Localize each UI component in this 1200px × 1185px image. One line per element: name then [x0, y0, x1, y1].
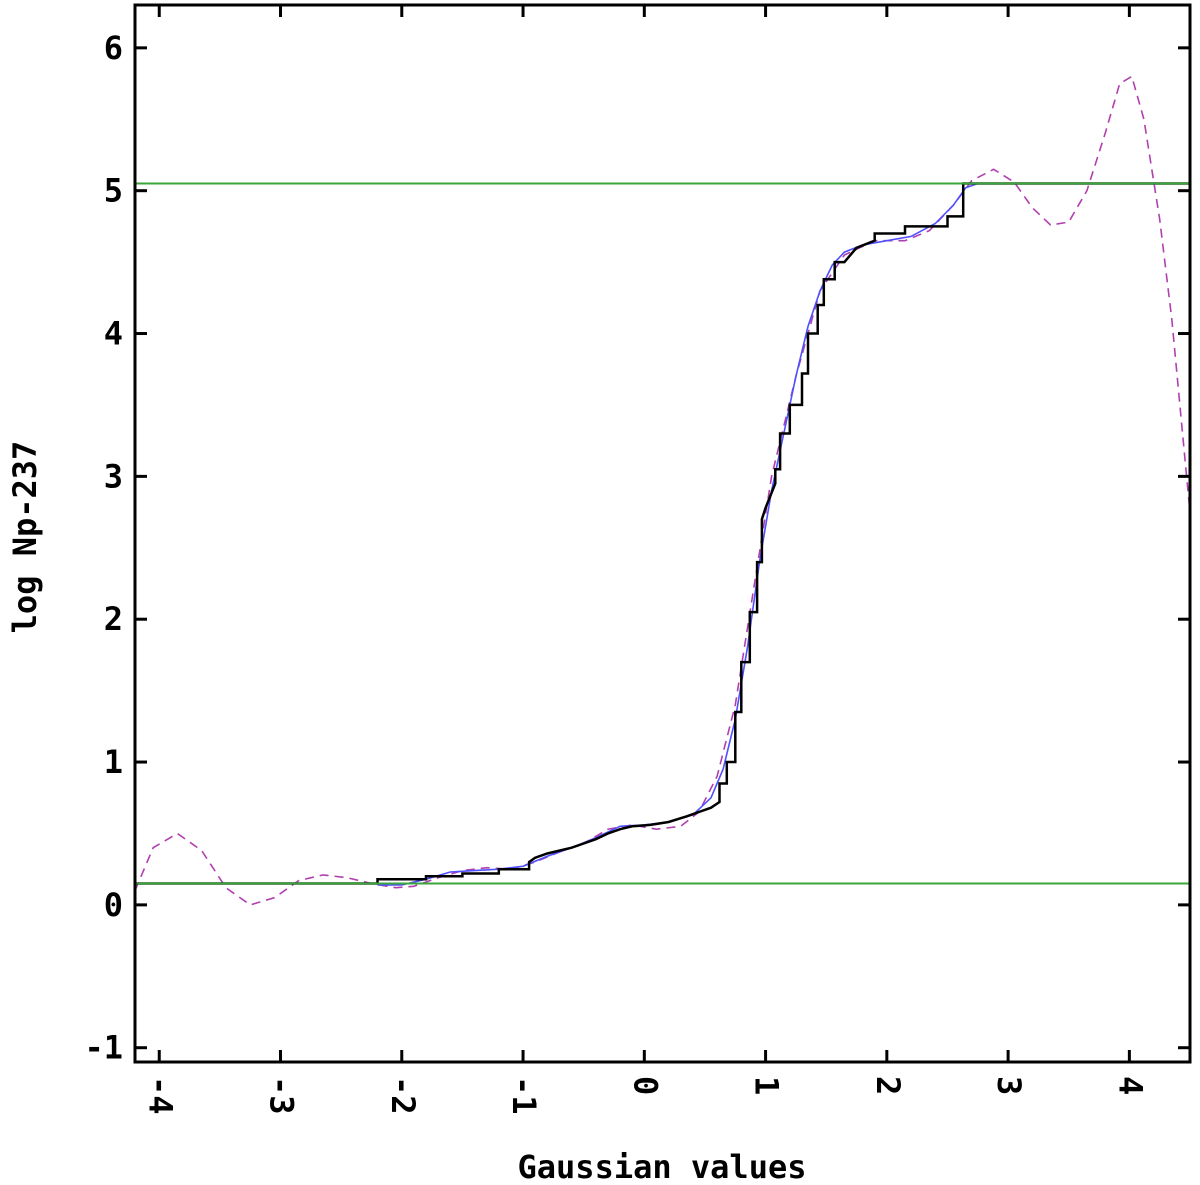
x-tick-label: 0	[626, 1076, 664, 1095]
x-tick-label: 2	[869, 1076, 907, 1095]
y-tick-label: 1	[104, 743, 123, 781]
x-tick-label: -3	[263, 1076, 301, 1115]
y-tick-label: -1	[84, 1029, 123, 1067]
series-dashed-line	[134, 75, 1191, 906]
y-tick-label: 3	[104, 457, 123, 495]
y-tick-label: 5	[104, 172, 123, 210]
x-axis-title: Gaussian values	[518, 1148, 807, 1185]
x-tick-label: -2	[384, 1076, 422, 1115]
y-axis-title: log Np-237	[6, 441, 44, 634]
y-tick-label: 4	[104, 315, 123, 353]
x-tick-label: 4	[1111, 1076, 1149, 1095]
reference-lines	[135, 182, 1190, 885]
plot-frame	[133, 3, 1192, 1064]
x-tick-label: 1	[748, 1076, 786, 1095]
x-tick-label: -4	[141, 1076, 179, 1115]
y-tick-label: 2	[104, 600, 123, 638]
x-tick-label: -1	[505, 1076, 543, 1115]
y-tick-label: 6	[104, 29, 123, 67]
series-step-line	[135, 182, 1190, 885]
series-layer	[134, 75, 1191, 906]
x-tick-label: 3	[990, 1076, 1028, 1095]
series-solid-line	[377, 182, 979, 886]
tick-layer: -1 0 1 2 3 4 5 6 -4 -3 -2 -1 0 1 2 3 4	[84, 5, 1190, 1115]
y-tick-label: 0	[104, 886, 123, 924]
